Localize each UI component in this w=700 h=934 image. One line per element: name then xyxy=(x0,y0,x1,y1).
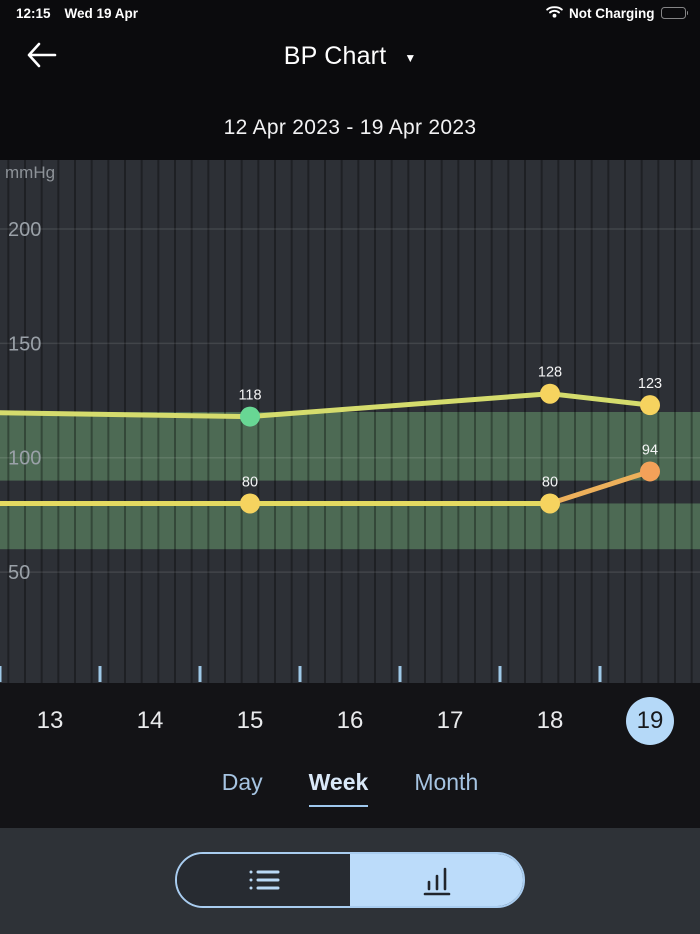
y-axis-tick-label: 150 xyxy=(8,333,41,355)
x-axis-tick xyxy=(98,666,102,682)
x-axis-labels: 13 14 15 16 17 18 19 xyxy=(0,697,700,745)
systolic-line-segment xyxy=(0,410,253,420)
period-tabs: Day Week Month xyxy=(0,769,700,807)
day-label[interactable]: 18 xyxy=(536,707,564,734)
battery-icon xyxy=(660,6,688,20)
chevron-down-icon: ▼ xyxy=(404,51,417,65)
view-toggle xyxy=(175,852,525,908)
point-label: 94 xyxy=(642,442,658,458)
x-axis-tick xyxy=(0,666,2,682)
y-axis-tick-label: 50 xyxy=(8,562,30,584)
list-view-button[interactable] xyxy=(177,854,350,906)
diastolic-line-segment xyxy=(547,468,653,506)
y-axis-unit-label: mmHg xyxy=(5,163,55,182)
title-dropdown[interactable]: BP Chart ▼ xyxy=(0,42,700,71)
x-axis-tick xyxy=(598,666,602,682)
systolic-point[interactable] xyxy=(240,406,260,427)
wifi-icon xyxy=(546,5,563,21)
day-label[interactable]: 17 xyxy=(436,707,464,734)
chart-view-button[interactable] xyxy=(350,854,523,906)
axis-and-tabs-area: 13 14 15 16 17 18 19 Day Week Month xyxy=(0,683,700,828)
systolic-line-segment xyxy=(547,391,653,408)
status-date: Wed 19 Apr xyxy=(64,5,139,21)
point-label: 128 xyxy=(538,365,562,381)
y-axis-tick-label: 200 xyxy=(8,219,41,241)
day-label[interactable]: 14 xyxy=(136,707,164,734)
bar-chart-icon xyxy=(423,867,450,896)
bottom-bar xyxy=(0,828,700,934)
back-button[interactable] xyxy=(24,40,58,70)
day-label[interactable]: 13 xyxy=(36,707,64,734)
systolic-line-segment xyxy=(247,391,553,420)
x-axis-tick xyxy=(298,666,302,682)
status-time: 12:15 xyxy=(16,5,51,21)
status-bar: 12:15 Wed 19 Apr Not Charging xyxy=(0,0,700,24)
page-title: BP Chart xyxy=(283,42,387,70)
diastolic-point[interactable] xyxy=(640,461,660,482)
list-icon xyxy=(249,870,279,890)
band-systolic-normal xyxy=(0,411,700,481)
back-arrow-icon xyxy=(27,42,57,68)
day-label-selected[interactable]: 19 xyxy=(626,697,674,745)
point-label: 123 xyxy=(638,376,662,392)
battery-status-label: Not Charging xyxy=(569,5,655,21)
systolic-point[interactable] xyxy=(540,383,560,404)
day-label[interactable]: 16 xyxy=(336,707,364,734)
x-axis-tick xyxy=(398,666,402,682)
status-left: 12:15 Wed 19 Apr xyxy=(16,6,138,21)
diastolic-point[interactable] xyxy=(240,493,260,514)
point-label: 118 xyxy=(238,388,261,404)
tab-week[interactable]: Week xyxy=(308,769,369,807)
point-label: 80 xyxy=(242,474,258,490)
diastolic-point[interactable] xyxy=(540,493,560,514)
tab-day[interactable]: Day xyxy=(221,769,263,795)
chart-canvas: mmHg 200 150 100 50 118 128 123 80 80 94 xyxy=(0,160,700,683)
x-axis-tick xyxy=(198,666,202,682)
band-diastolic-normal xyxy=(0,503,700,550)
point-label: 80 xyxy=(542,474,558,490)
status-right: Not Charging xyxy=(546,5,688,21)
bp-chart: mmHg 200 150 100 50 118 128 123 80 80 94 xyxy=(0,160,700,683)
tab-month[interactable]: Month xyxy=(414,769,479,795)
systolic-point[interactable] xyxy=(640,395,660,416)
x-axis-tick xyxy=(498,666,502,682)
y-axis-tick-label: 100 xyxy=(8,448,41,470)
date-range-label: 12 Apr 2023 - 19 Apr 2023 xyxy=(223,116,477,139)
day-label[interactable]: 15 xyxy=(236,707,264,734)
